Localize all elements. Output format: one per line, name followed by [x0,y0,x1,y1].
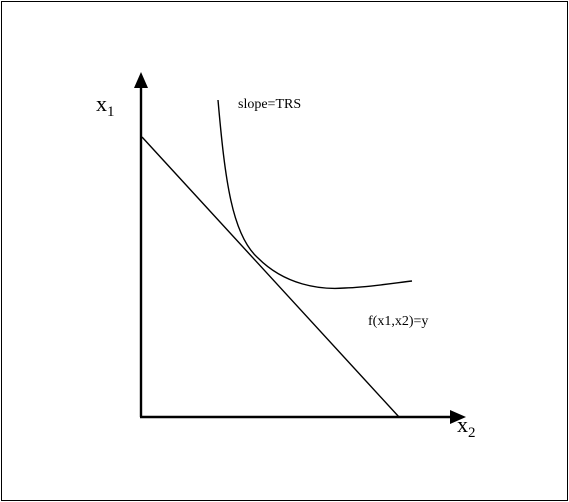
tangent-slope-label: slope=TRS [238,97,301,112]
isoquant-curve [217,99,413,290]
x-axis-label-base: x [457,412,468,437]
y-axis-label-base: x [96,91,107,116]
x-axis-arrowhead [450,410,466,424]
y-axis-label: x1 [96,91,115,120]
y-axis-label-subscript: 1 [107,104,115,120]
x-axis-label: x2 [457,412,476,441]
y-axis-arrowhead [134,72,148,88]
isoquant-label: f(x1,x2)=y [368,314,428,329]
isocost-line [141,136,400,418]
x-axis-label-subscript: 2 [468,425,476,441]
